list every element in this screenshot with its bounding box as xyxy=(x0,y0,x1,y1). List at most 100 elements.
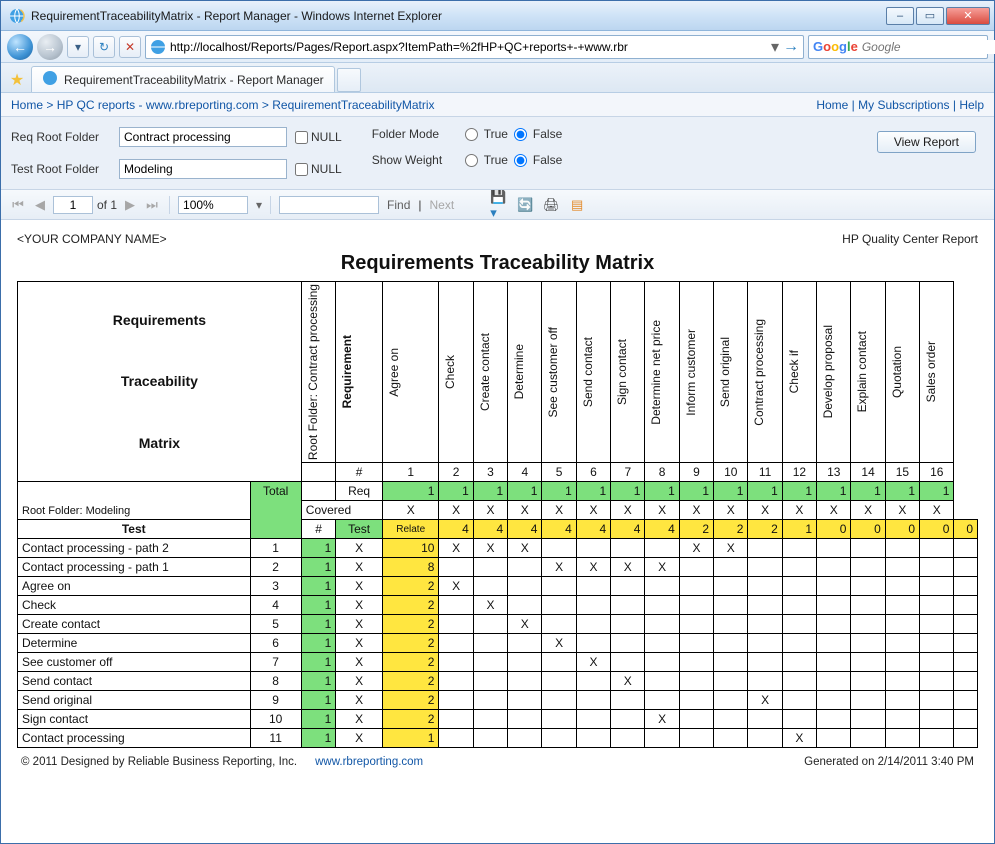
test-rel: 2 xyxy=(382,672,439,691)
mark: X xyxy=(508,615,542,634)
mark xyxy=(714,634,748,653)
req-count-9: 1 xyxy=(679,482,713,501)
view-report-button[interactable]: View Report xyxy=(877,131,976,153)
covered-6: X xyxy=(576,501,610,520)
mark xyxy=(714,691,748,710)
next-page-button[interactable]: ▶ xyxy=(121,196,139,214)
address-bar[interactable]: ▾ → xyxy=(145,35,804,59)
last-page-button[interactable]: ⏭ xyxy=(143,196,161,214)
mark xyxy=(611,596,645,615)
mark xyxy=(645,634,679,653)
mark xyxy=(439,596,473,615)
window-close-button[interactable]: ✕ xyxy=(946,7,990,25)
link-home[interactable]: Home xyxy=(816,98,848,112)
nav-dropdown-button[interactable]: ▾ xyxy=(67,36,89,58)
mark xyxy=(885,672,919,691)
export-button[interactable]: 💾▾ xyxy=(490,196,508,214)
test-name: Send original xyxy=(18,691,251,710)
col-10: Send original xyxy=(714,282,748,463)
tab-favicon xyxy=(42,70,58,89)
crumb-home[interactable]: Home xyxy=(11,98,43,112)
prev-page-button[interactable]: ◀ xyxy=(31,196,49,214)
root-folder-test-note: Root Folder: Modeling xyxy=(18,482,251,520)
mark xyxy=(851,539,885,558)
window-minimize-button[interactable]: – xyxy=(886,7,914,25)
test-name: Contact processing - path 2 xyxy=(18,539,251,558)
mark xyxy=(885,539,919,558)
folder-mode-false-radio[interactable] xyxy=(514,128,527,141)
zoom-select[interactable] xyxy=(178,196,248,214)
zoom-dropdown-icon[interactable]: ▾ xyxy=(256,198,262,212)
footer-url[interactable]: www.rbreporting.com xyxy=(315,756,423,768)
test-name: Contact processing xyxy=(18,729,251,748)
find-input[interactable] xyxy=(279,196,379,214)
stop-button[interactable]: ✕ xyxy=(119,36,141,58)
mark xyxy=(439,615,473,634)
test-rel: 1 xyxy=(382,729,439,748)
mark xyxy=(645,653,679,672)
test-rel: 2 xyxy=(382,634,439,653)
link-subscriptions[interactable]: My Subscriptions xyxy=(858,98,949,112)
req-count-6: 1 xyxy=(576,482,610,501)
show-weight-label: Show Weight xyxy=(372,153,457,167)
page-number-input[interactable] xyxy=(53,196,93,214)
test-total: 1 xyxy=(301,729,336,748)
window-maximize-button[interactable]: ▭ xyxy=(916,7,944,25)
mark xyxy=(508,710,542,729)
url-input[interactable] xyxy=(170,40,767,54)
mark xyxy=(679,615,713,634)
first-page-button[interactable]: ⏮ xyxy=(9,196,27,214)
find-link[interactable]: Find xyxy=(387,198,410,212)
test-cov: X xyxy=(336,539,383,558)
next-link[interactable]: Next xyxy=(430,198,455,212)
mark xyxy=(885,596,919,615)
favorites-button[interactable]: ★ xyxy=(5,68,29,92)
test-cov: X xyxy=(336,615,383,634)
relate-6: 4 xyxy=(611,520,645,539)
search-input[interactable] xyxy=(862,40,995,54)
browser-tab[interactable]: RequirementTraceabilityMatrix - Report M… xyxy=(31,66,335,92)
mark xyxy=(542,615,576,634)
test-root-null-checkbox[interactable] xyxy=(295,163,308,176)
mark xyxy=(748,729,782,748)
mark xyxy=(817,691,851,710)
test-cov: X xyxy=(336,577,383,596)
relate-10: 2 xyxy=(748,520,782,539)
show-weight-true-radio[interactable] xyxy=(465,154,478,167)
address-dropdown-icon[interactable]: ▾ xyxy=(771,37,779,57)
mark xyxy=(679,634,713,653)
show-weight-false-radio[interactable] xyxy=(514,154,527,167)
covered-5: X xyxy=(542,501,576,520)
covered-8: X xyxy=(645,501,679,520)
refresh-button[interactable]: ↻ xyxy=(93,36,115,58)
mark: X xyxy=(542,634,576,653)
report-parameters-panel: Req Root Folder NULL Test Root Folder NU… xyxy=(1,117,994,190)
nav-forward-button[interactable]: → xyxy=(37,34,63,60)
mark xyxy=(920,539,954,558)
folder-mode-true-radio[interactable] xyxy=(465,128,478,141)
mark xyxy=(439,710,473,729)
print-button[interactable]: 🖨 xyxy=(542,196,560,214)
link-help[interactable]: Help xyxy=(959,98,984,112)
mark xyxy=(954,634,978,653)
mark xyxy=(714,596,748,615)
crumb-folder[interactable]: HP QC reports - www.rbreporting.com xyxy=(57,98,259,112)
feed-button[interactable]: ▤ xyxy=(568,196,586,214)
new-tab-button[interactable] xyxy=(337,68,361,92)
covered-1: X xyxy=(382,501,439,520)
refresh-report-button[interactable]: 🔄 xyxy=(516,196,534,214)
mark xyxy=(542,577,576,596)
mark xyxy=(851,577,885,596)
mark xyxy=(817,558,851,577)
req-root-null-checkbox[interactable] xyxy=(295,131,308,144)
mark xyxy=(645,596,679,615)
test-num: 8 xyxy=(250,672,301,691)
mark xyxy=(920,729,954,748)
test-root-folder-input[interactable] xyxy=(119,159,287,179)
search-box[interactable]: Google xyxy=(808,35,988,59)
test-cov: X xyxy=(336,672,383,691)
nav-back-button[interactable]: ← xyxy=(7,34,33,60)
test-cov: X xyxy=(336,634,383,653)
go-button[interactable]: → xyxy=(783,38,799,56)
req-root-folder-input[interactable] xyxy=(119,127,287,147)
